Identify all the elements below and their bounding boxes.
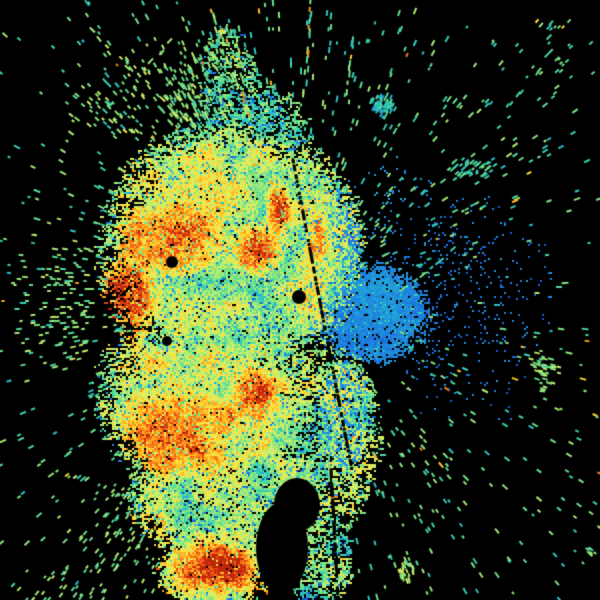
- radar-display: [0, 0, 600, 600]
- radar-reflectivity-image: [0, 0, 600, 600]
